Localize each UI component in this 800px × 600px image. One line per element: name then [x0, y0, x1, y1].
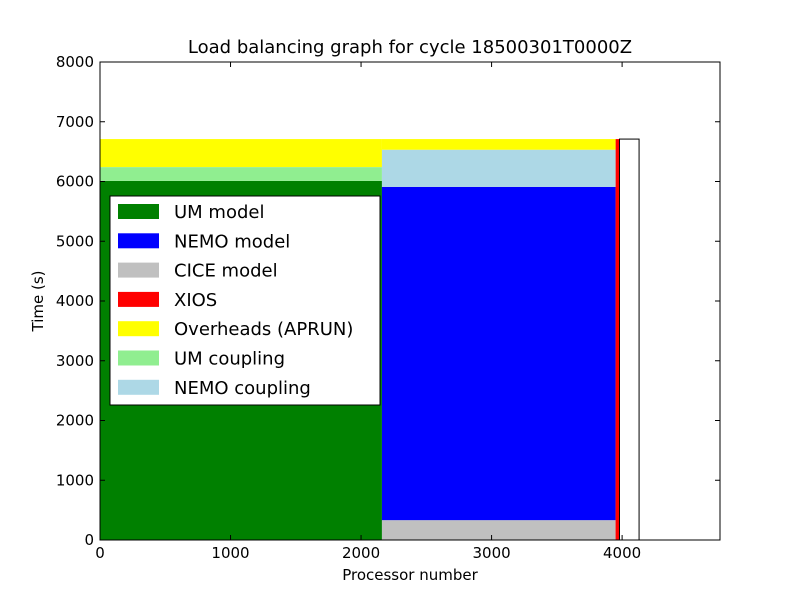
- legend-swatch: [118, 379, 159, 395]
- bar-cice-model-0: [381, 520, 616, 540]
- x-tick-label: 0: [95, 544, 105, 562]
- legend-swatch: [118, 204, 159, 219]
- legend-label: NEMO coupling: [174, 378, 311, 399]
- legend-label: Overheads (APRUN): [174, 319, 353, 340]
- bar-um-coupling-0: [100, 167, 382, 181]
- tick-labels-layer: 0 1000 2000 3000 4000 0 1000 2000 3000 4000 5000 60…: [56, 53, 641, 562]
- bar-xios-0: [615, 139, 620, 540]
- y-tick-label: 6000: [56, 173, 94, 191]
- outline-boxes-layer: [618, 138, 640, 541]
- legend-label: UM coupling: [174, 349, 285, 370]
- legend-swatch: [118, 350, 159, 366]
- bar-nemo-coupling-0: [381, 149, 616, 187]
- bar-nemo-model-0: [381, 186, 616, 521]
- y-tick-label: 5000: [56, 232, 94, 250]
- legend-swatch: [118, 233, 159, 249]
- y-tick-label: 0: [84, 531, 94, 549]
- legend-label: UM model: [174, 202, 264, 223]
- y-tick-label: 2000: [56, 412, 94, 430]
- bar-overheads-aprun-1: [381, 139, 616, 150]
- legend-swatch: [118, 291, 159, 307]
- y-tick-label: 7000: [56, 113, 94, 131]
- ticks-layer: [99, 61, 720, 541]
- x-axis-label: Processor number: [342, 566, 478, 584]
- x-tick-label: 1000: [211, 544, 249, 562]
- y-tick-label: 4000: [56, 292, 94, 310]
- chart-title: Load balancing graph for cycle 18500301T…: [188, 37, 632, 58]
- y-tick-label: 8000: [56, 53, 94, 71]
- y-tick-label: 1000: [56, 471, 94, 489]
- legend-label: CICE model: [174, 261, 278, 282]
- legend-label: XIOS: [174, 290, 217, 311]
- x-tick-label: 2000: [342, 544, 380, 562]
- y-tick-label: 3000: [56, 352, 94, 370]
- x-tick-label: 3000: [472, 544, 510, 562]
- legend-swatch: [118, 262, 159, 278]
- bar-overheads-aprun-0: [100, 139, 382, 168]
- x-tick-label: 4000: [603, 544, 641, 562]
- legend-swatch: [118, 321, 159, 337]
- y-axis-label: Time (s): [29, 271, 47, 333]
- legend-label: NEMO model: [174, 231, 290, 252]
- outline-box-0: [618, 138, 640, 541]
- legend: UM model NEMO model CICE model XIOS Overhead…: [109, 195, 381, 406]
